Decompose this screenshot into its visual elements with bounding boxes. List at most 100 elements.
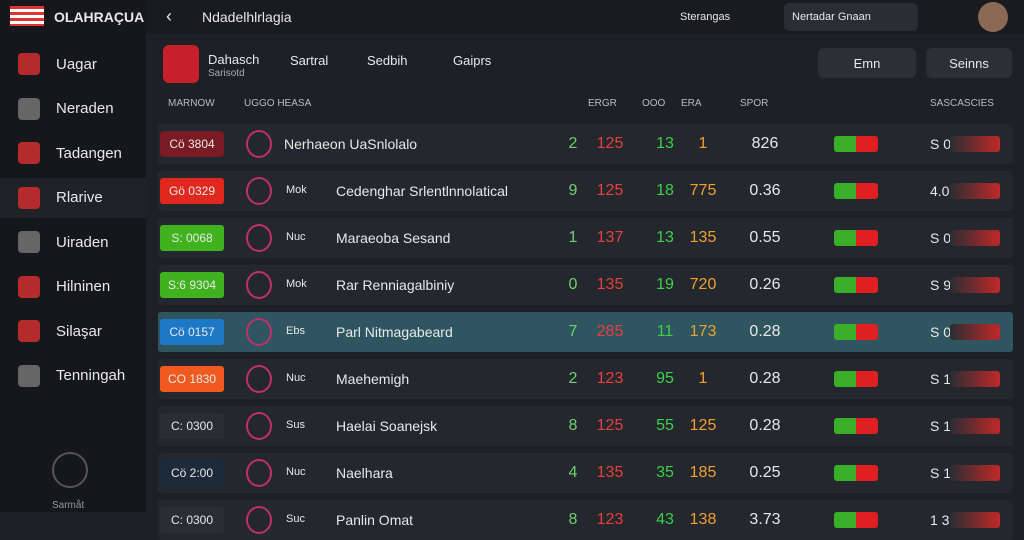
filter-button[interactable]: Emn: [818, 48, 916, 78]
table-row[interactable]: S:6 9304 Mok Rar Renniagalbiniy 0 135 19 720 0.…: [158, 265, 1013, 305]
avatar[interactable]: [52, 452, 88, 488]
form-bar: [834, 230, 878, 246]
code-pill: Cö 0157: [160, 319, 224, 345]
form-bar: [834, 277, 878, 293]
stat: 775: [689, 182, 717, 199]
nav-item[interactable]: Silaşar: [0, 311, 146, 351]
team-badge: [246, 365, 272, 393]
last-value: S 1: [930, 418, 952, 434]
code-pill: C: 0300: [160, 413, 224, 439]
column-header[interactable]: ERGR: [588, 98, 617, 109]
stat: 3.73: [749, 511, 781, 528]
stat: 185: [689, 464, 717, 481]
stat: 285: [596, 323, 624, 340]
last-value: S 1: [930, 371, 952, 387]
nav-item[interactable]: Tenningah: [0, 356, 146, 396]
nav-item[interactable]: Uagar: [0, 44, 146, 84]
column-header[interactable]: ERA: [681, 98, 702, 109]
column-header[interactable]: UGGO HEASA: [244, 98, 312, 109]
tab[interactable]: Gaiprs: [453, 53, 492, 68]
tag: Sus: [286, 419, 305, 431]
nav-icon: [18, 97, 40, 120]
table-row[interactable]: S: 0068 Nuc Maraeoba Sesand 1 137 13 135 0.55 S …: [158, 218, 1013, 258]
code-pill: S: 0068: [160, 225, 224, 251]
team-badge: [246, 224, 272, 252]
user-avatar[interactable]: [978, 2, 1008, 32]
settings-button[interactable]: Seinns: [926, 48, 1012, 78]
stat: 8: [568, 417, 578, 434]
stat: 0.28: [749, 370, 781, 387]
table-row[interactable]: Cö 2:00 Nuc Naelhara 4 135 35 185 0.25 S 1: [158, 453, 1013, 493]
trend-bar: [950, 183, 1000, 199]
nav-icon: [18, 186, 40, 209]
team-badge: [246, 130, 272, 158]
nav-item[interactable]: Neraden: [0, 89, 146, 129]
back[interactable]: ‹: [166, 6, 172, 26]
team-name: Nerhaeon UaSnlolalo: [284, 136, 418, 152]
team-badge: [246, 506, 272, 534]
tag: Nuc: [286, 231, 306, 243]
tag: Suc: [286, 513, 305, 525]
code-pill: CO 1830: [160, 366, 224, 392]
table-row[interactable]: Cö 0157 Ebs Parl Nitmagabeard 7 285 11 173 0.28…: [158, 312, 1013, 352]
stat: 135: [596, 276, 624, 293]
stat: 135: [689, 229, 717, 246]
stat: 0.36: [749, 182, 781, 199]
table-row[interactable]: Gö 0329 Mok Cedenghar Srlentlnnolatical 9 12…: [158, 171, 1013, 211]
stat: 13: [656, 135, 674, 152]
topbar: ‹ Ndadelhlrlagia Sterangas Nertadar Gnaa…: [146, 0, 1024, 34]
stat: 137: [596, 229, 624, 246]
stat: 0: [568, 276, 578, 293]
stat: 19: [656, 276, 674, 293]
tab[interactable]: Sedbih: [367, 53, 408, 68]
table-row[interactable]: C: 0300 Suc Panlin Omat 8 123 43 138 3.73 1 3: [158, 500, 1013, 540]
trend-bar: [950, 465, 1000, 481]
tag: Nuc: [286, 372, 306, 384]
tab[interactable]: Sartral: [290, 53, 329, 68]
table-row[interactable]: Cö 3804 Nerhaeon UaSnlolalo 2 125 13 1 826 S 0: [158, 124, 1013, 164]
team-name: Cedenghar Srlentlnnolatical: [336, 183, 508, 199]
stat: 2: [568, 135, 578, 152]
search[interactable]: Nertadar Gnaan: [784, 3, 918, 31]
form-bar: [834, 183, 878, 199]
nav-item[interactable]: Tadangen: [0, 133, 146, 173]
team-badge: [246, 412, 272, 440]
nav-item[interactable]: Hilninen: [0, 267, 146, 307]
nav-icon: [18, 142, 40, 164]
table-row[interactable]: C: 0300 Sus Haelai Soanejsk 8 125 55 125 0.28 S …: [158, 406, 1013, 446]
stat: 173: [689, 323, 717, 340]
trend-bar: [950, 512, 1000, 528]
stat: 4: [568, 464, 578, 481]
last-value: S 9: [930, 277, 952, 293]
code-pill: C: 0300: [160, 507, 224, 533]
table-row[interactable]: CO 1830 Nuc Maehemigh 2 123 95 1 0.28 S 1: [158, 359, 1013, 399]
team-name: Maehemigh: [336, 371, 410, 387]
page-title: Ndadelhlrlagia: [202, 9, 292, 25]
flag: [10, 6, 44, 26]
stat: 18: [656, 182, 674, 199]
team-logo: [163, 45, 199, 83]
nav-item[interactable]: Rlarive: [0, 177, 146, 218]
team-name: Panlin Omat: [336, 512, 414, 528]
column-header[interactable]: SPOR: [740, 98, 769, 109]
team-sub: Sarisotd: [208, 68, 245, 79]
code-pill: Cö 3804: [160, 131, 224, 157]
form-bar: [834, 512, 878, 528]
stat: 35: [656, 464, 674, 481]
last-value: S 0: [930, 136, 952, 152]
stat: 9: [568, 182, 578, 199]
tag: Ebs: [286, 325, 305, 337]
column-header[interactable]: OOO: [642, 98, 666, 109]
team-name: Dahasch: [208, 52, 260, 67]
trend-bar: [950, 230, 1000, 246]
column-header[interactable]: MARNOW: [168, 98, 215, 109]
stat: 123: [596, 511, 624, 528]
top-link[interactable]: Sterangas: [680, 11, 731, 23]
column-header[interactable]: SASCASCIES: [930, 98, 994, 109]
nav-item[interactable]: Uiraden: [0, 222, 146, 262]
nav-icon: [18, 275, 40, 298]
team-badge: [246, 318, 272, 346]
code-pill: S:6 9304: [160, 272, 224, 298]
stat: 1: [568, 229, 578, 246]
